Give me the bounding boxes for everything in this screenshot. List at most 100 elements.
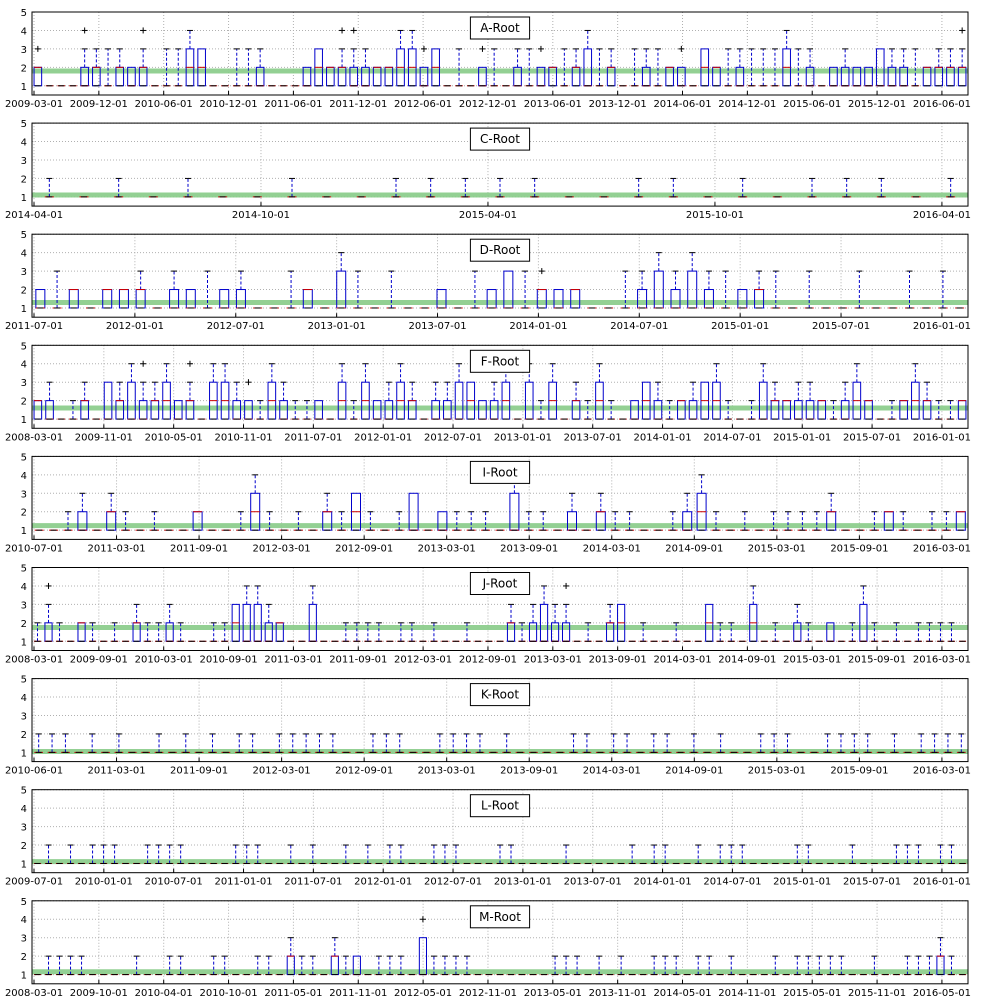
- y-tick-label: 4: [21, 471, 27, 482]
- x-tick-label: 2011-03-01: [87, 543, 145, 554]
- y-tick-label: 2: [21, 619, 27, 630]
- y-tick-label: 3: [21, 156, 27, 167]
- chart-title: F-Root: [481, 354, 520, 368]
- x-tick-label: 2012-11-01: [459, 988, 517, 999]
- y-tick-label: 1: [21, 971, 27, 982]
- box-plot-item: [432, 49, 440, 86]
- y-tick-label: 3: [21, 489, 27, 500]
- box-iqr: [69, 290, 78, 308]
- x-tick-label: 2014-07-01: [703, 877, 761, 888]
- box-plot-item: [654, 382, 662, 419]
- box-plot-item: [163, 364, 171, 419]
- y-tick-label: 4: [21, 360, 27, 371]
- x-tick-label: 2015-01-01: [773, 877, 831, 888]
- box-plot-item: [220, 290, 229, 308]
- x-tick-label: 2010-04-01: [135, 988, 193, 999]
- x-tick-label: 2012-12-01: [459, 99, 517, 110]
- y-tick-label: 2: [21, 286, 27, 297]
- box-plot-item: [607, 49, 615, 86]
- x-tick-label: 2009-03-01: [5, 99, 63, 110]
- box-plot-item: [303, 290, 312, 308]
- x-tick-label: 2014-01-01: [633, 432, 691, 443]
- box-iqr: [487, 290, 496, 308]
- y-tick-label: 5: [21, 897, 27, 908]
- box-iqr: [738, 290, 747, 308]
- y-tick-label: 5: [21, 119, 27, 130]
- box-iqr: [671, 290, 680, 308]
- box-plot-item: [689, 382, 697, 419]
- x-tick-label: 2012-09-01: [335, 766, 393, 777]
- box-plot-item: [935, 49, 943, 86]
- x-tick-label: 2012-07-01: [424, 877, 482, 888]
- x-tick-label: 2014-07-01: [610, 321, 668, 332]
- x-tick-label: 2011-12-01: [329, 99, 387, 110]
- x-tick-label: 2012-09-01: [335, 543, 393, 554]
- box-iqr: [537, 290, 546, 308]
- box-plot-item: [362, 364, 370, 419]
- box-plot-item: [432, 382, 440, 419]
- y-tick-label: 4: [21, 804, 27, 815]
- box-plot-item: [69, 290, 78, 308]
- box-iqr: [136, 290, 145, 308]
- box-plot-item: [338, 27, 346, 85]
- x-tick-label: 2015-03-01: [748, 543, 806, 554]
- box-plot-item: [385, 382, 393, 419]
- box-plot-item: [596, 364, 604, 419]
- x-tick-label: 2015-09-01: [830, 766, 888, 777]
- x-tick-label: 2010-10-01: [199, 988, 257, 999]
- x-tick-label: 2010-12-01: [199, 99, 257, 110]
- x-tick-label: 2014-03-01: [583, 543, 641, 554]
- box-plot-item: [487, 290, 496, 308]
- chart-title: K-Root: [481, 688, 519, 702]
- x-tick-label: 2015-06-01: [783, 99, 841, 110]
- x-tick-label: 2013-05-01: [524, 988, 582, 999]
- y-tick-label: 1: [21, 748, 27, 759]
- x-tick-label: 2011-09-01: [170, 543, 228, 554]
- box-plot-item: [119, 290, 128, 308]
- box-plot-item: [479, 46, 487, 86]
- chart-panel-c-root: 2014-04-01 2014-10-01 2015-04-01 2015-10-01…: [5, 119, 971, 221]
- x-tick-label: 2010-06-01: [135, 99, 193, 110]
- box-plot-item: [750, 586, 757, 641]
- box-plot-item: [795, 382, 803, 419]
- x-tick-label: 2012-09-01: [459, 655, 517, 666]
- box-plot-item: [507, 604, 514, 641]
- y-tick-label: 3: [21, 600, 27, 611]
- box-plot-item: [549, 364, 557, 419]
- y-tick-label: 4: [21, 915, 27, 926]
- box-plot-item: [738, 290, 747, 308]
- chart-panel-d-root: 2011-07-01 2012-01-01 2012-07-01 2013-01-01…: [5, 230, 971, 332]
- box-iqr: [525, 382, 533, 419]
- chart-panel-i-root: 2010-07-01 2011-03-01 2011-09-01 2012-03-01…: [5, 452, 971, 554]
- box-plot-item: [408, 30, 416, 85]
- box-plot-item: [561, 49, 569, 86]
- y-tick-label: 1: [21, 637, 27, 648]
- x-tick-label: 2015-12-01: [848, 99, 906, 110]
- box-plot-item: [642, 382, 650, 419]
- box-plot-item: [186, 30, 194, 85]
- box-iqr: [540, 604, 547, 641]
- box-plot-item: [572, 49, 580, 86]
- box-plot-item: [795, 49, 803, 86]
- box-plot-item: [166, 604, 173, 641]
- x-tick-label: 2015-10-01: [686, 210, 744, 221]
- x-tick-label: 2013-07-01: [564, 432, 622, 443]
- box-plot-item: [529, 604, 536, 641]
- box-plot-item: [251, 475, 260, 530]
- box-plot-item: [554, 290, 563, 308]
- x-tick-label: 2013-01-01: [494, 877, 552, 888]
- chart-title: L-Root: [481, 799, 519, 813]
- box-plot-item: [268, 364, 276, 419]
- y-tick-label: 2: [21, 397, 27, 408]
- chart-panel-a-root: 2009-03-01 2009-12-01 2010-06-01 2010-12-01…: [5, 8, 971, 110]
- box-plot-item: [631, 49, 639, 86]
- y-tick-label: 3: [21, 823, 27, 834]
- box-plot-item: [397, 364, 405, 419]
- box-plot-item: [514, 49, 522, 86]
- chart-title: M-Root: [479, 910, 521, 924]
- box-plot-item: [794, 604, 801, 641]
- x-tick-label: 2013-07-01: [408, 321, 466, 332]
- x-tick-label: 2010-07-01: [145, 877, 203, 888]
- x-tick-label: 2010-03-01: [135, 655, 193, 666]
